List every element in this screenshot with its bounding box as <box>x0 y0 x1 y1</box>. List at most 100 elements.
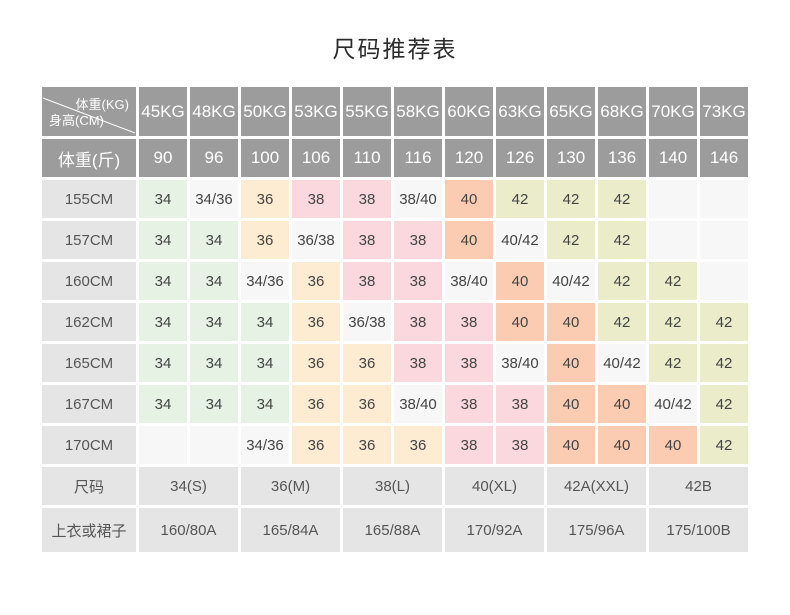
size-code-label-cell: 尺码 <box>42 467 136 505</box>
size-value-cell: 36 <box>292 303 340 341</box>
size-value-cell: 42 <box>496 180 544 218</box>
size-value-cell: 40 <box>598 385 646 423</box>
weight-kg-header-cell: 55KG <box>343 87 391 136</box>
weight-jin-value-cell: 140 <box>649 139 697 177</box>
size-value-cell: 38/40 <box>394 385 442 423</box>
size-value-cell: 40 <box>445 221 493 259</box>
weight-jin-value-cell: 90 <box>139 139 187 177</box>
size-value-cell <box>700 180 748 218</box>
size-code-cell: 36(M) <box>241 467 340 505</box>
size-code-row: 尺码 34(S) 36(M) 38(L) 40(XL) 42A(XXL) 42B <box>42 467 748 505</box>
weight-kg-header-cell: 58KG <box>394 87 442 136</box>
weight-jin-value-cell: 116 <box>394 139 442 177</box>
weight-jin-value-cell: 100 <box>241 139 289 177</box>
size-value-cell: 36 <box>241 180 289 218</box>
weight-kg-header-cell: 65KG <box>547 87 595 136</box>
garment-spec-cell: 175/100B <box>649 508 748 552</box>
weight-jin-value-cell: 106 <box>292 139 340 177</box>
size-value-cell: 34 <box>139 344 187 382</box>
size-value-cell: 38/40 <box>445 262 493 300</box>
size-value-cell: 34/36 <box>190 180 238 218</box>
size-chart-page: 尺码推荐表 体重(KG) 身高(CM) 45KG 48KG 50KG 53KG 55KG… <box>0 30 790 555</box>
size-value-cell: 36 <box>292 385 340 423</box>
size-value-cell: 38/40 <box>496 344 544 382</box>
weight-kg-header-cell: 48KG <box>190 87 238 136</box>
height-label-cell: 160CM <box>42 262 136 300</box>
size-value-cell: 40/42 <box>598 344 646 382</box>
size-value-cell: 42 <box>700 344 748 382</box>
size-value-cell: 38 <box>292 180 340 218</box>
size-value-cell: 34 <box>241 385 289 423</box>
weight-jin-value-cell: 130 <box>547 139 595 177</box>
size-value-cell: 42 <box>649 344 697 382</box>
garment-spec-cell: 165/84A <box>241 508 340 552</box>
size-value-cell: 40 <box>445 180 493 218</box>
size-value-cell: 40 <box>496 303 544 341</box>
corner-height-cm-label: 身高(CM) <box>49 113 104 128</box>
garment-spec-cell: 175/96A <box>547 508 646 552</box>
size-value-cell: 40 <box>649 426 697 464</box>
size-recommendation-table: 体重(KG) 身高(CM) 45KG 48KG 50KG 53KG 55KG 58KG 60… <box>39 84 751 555</box>
height-row: 167CM 34 34 34 36 36 38/40 38 38 40 40 40/42 42 <box>42 385 748 423</box>
size-value-cell: 34 <box>139 385 187 423</box>
size-value-cell: 36 <box>394 426 442 464</box>
size-value-cell <box>649 221 697 259</box>
weight-kg-header-cell: 60KG <box>445 87 493 136</box>
size-value-cell: 40 <box>547 303 595 341</box>
size-value-cell: 38 <box>496 426 544 464</box>
weight-kg-header-cell: 53KG <box>292 87 340 136</box>
size-value-cell: 42 <box>598 303 646 341</box>
weight-kg-header-cell: 50KG <box>241 87 289 136</box>
size-value-cell: 34 <box>190 221 238 259</box>
size-value-cell: 38/40 <box>394 180 442 218</box>
weight-kg-header-cell: 63KG <box>496 87 544 136</box>
header-row-weight-jin: 体重(斤) 90 96 100 106 110 116 120 126 130 136 140 146 <box>42 139 748 177</box>
size-value-cell: 40 <box>547 426 595 464</box>
corner-cell: 体重(KG) 身高(CM) <box>42 87 136 136</box>
corner-weight-kg-label: 体重(KG) <box>75 97 129 112</box>
size-value-cell: 36 <box>292 262 340 300</box>
size-value-cell: 36/38 <box>343 303 391 341</box>
size-value-cell: 42 <box>547 180 595 218</box>
size-value-cell: 42 <box>547 221 595 259</box>
height-label-cell: 155CM <box>42 180 136 218</box>
size-value-cell <box>139 426 187 464</box>
size-code-cell: 38(L) <box>343 467 442 505</box>
size-value-cell: 36 <box>292 426 340 464</box>
size-value-cell: 42 <box>598 180 646 218</box>
weight-jin-label-cell: 体重(斤) <box>42 139 136 177</box>
table-body: 155CM 34 34/36 36 38 38 38/40 40 42 42 42 157CM 34 34… <box>42 180 748 552</box>
size-value-cell: 36 <box>343 385 391 423</box>
size-value-cell: 42 <box>700 426 748 464</box>
size-value-cell: 34 <box>190 262 238 300</box>
weight-kg-header-cell: 73KG <box>700 87 748 136</box>
size-code-cell: 40(XL) <box>445 467 544 505</box>
weight-jin-value-cell: 110 <box>343 139 391 177</box>
size-value-cell: 36/38 <box>292 221 340 259</box>
size-value-cell: 34 <box>139 180 187 218</box>
size-value-cell: 34 <box>139 221 187 259</box>
garment-spec-cell: 170/92A <box>445 508 544 552</box>
weight-kg-header-cell: 70KG <box>649 87 697 136</box>
page-title: 尺码推荐表 <box>332 36 458 62</box>
weight-jin-value-cell: 126 <box>496 139 544 177</box>
size-value-cell: 40/42 <box>649 385 697 423</box>
size-value-cell <box>649 180 697 218</box>
size-value-cell: 38 <box>445 385 493 423</box>
height-row: 160CM 34 34 34/36 36 38 38 38/40 40 40/42 42 42 <box>42 262 748 300</box>
size-value-cell: 40 <box>496 262 544 300</box>
size-value-cell <box>700 262 748 300</box>
height-row: 162CM 34 34 34 36 36/38 38 38 40 40 42 42 42 <box>42 303 748 341</box>
size-value-cell: 34 <box>139 303 187 341</box>
size-value-cell: 40/42 <box>496 221 544 259</box>
height-label-cell: 162CM <box>42 303 136 341</box>
weight-jin-value-cell: 96 <box>190 139 238 177</box>
weight-jin-value-cell: 146 <box>700 139 748 177</box>
garment-spec-cell: 160/80A <box>139 508 238 552</box>
size-value-cell: 34 <box>190 385 238 423</box>
garment-label-cell: 上衣或裙子 <box>42 508 136 552</box>
header-row-weight-kg: 体重(KG) 身高(CM) 45KG 48KG 50KG 53KG 55KG 58KG 60… <box>42 87 748 136</box>
size-value-cell: 34 <box>241 303 289 341</box>
size-value-cell: 42 <box>649 303 697 341</box>
size-value-cell: 38 <box>445 426 493 464</box>
